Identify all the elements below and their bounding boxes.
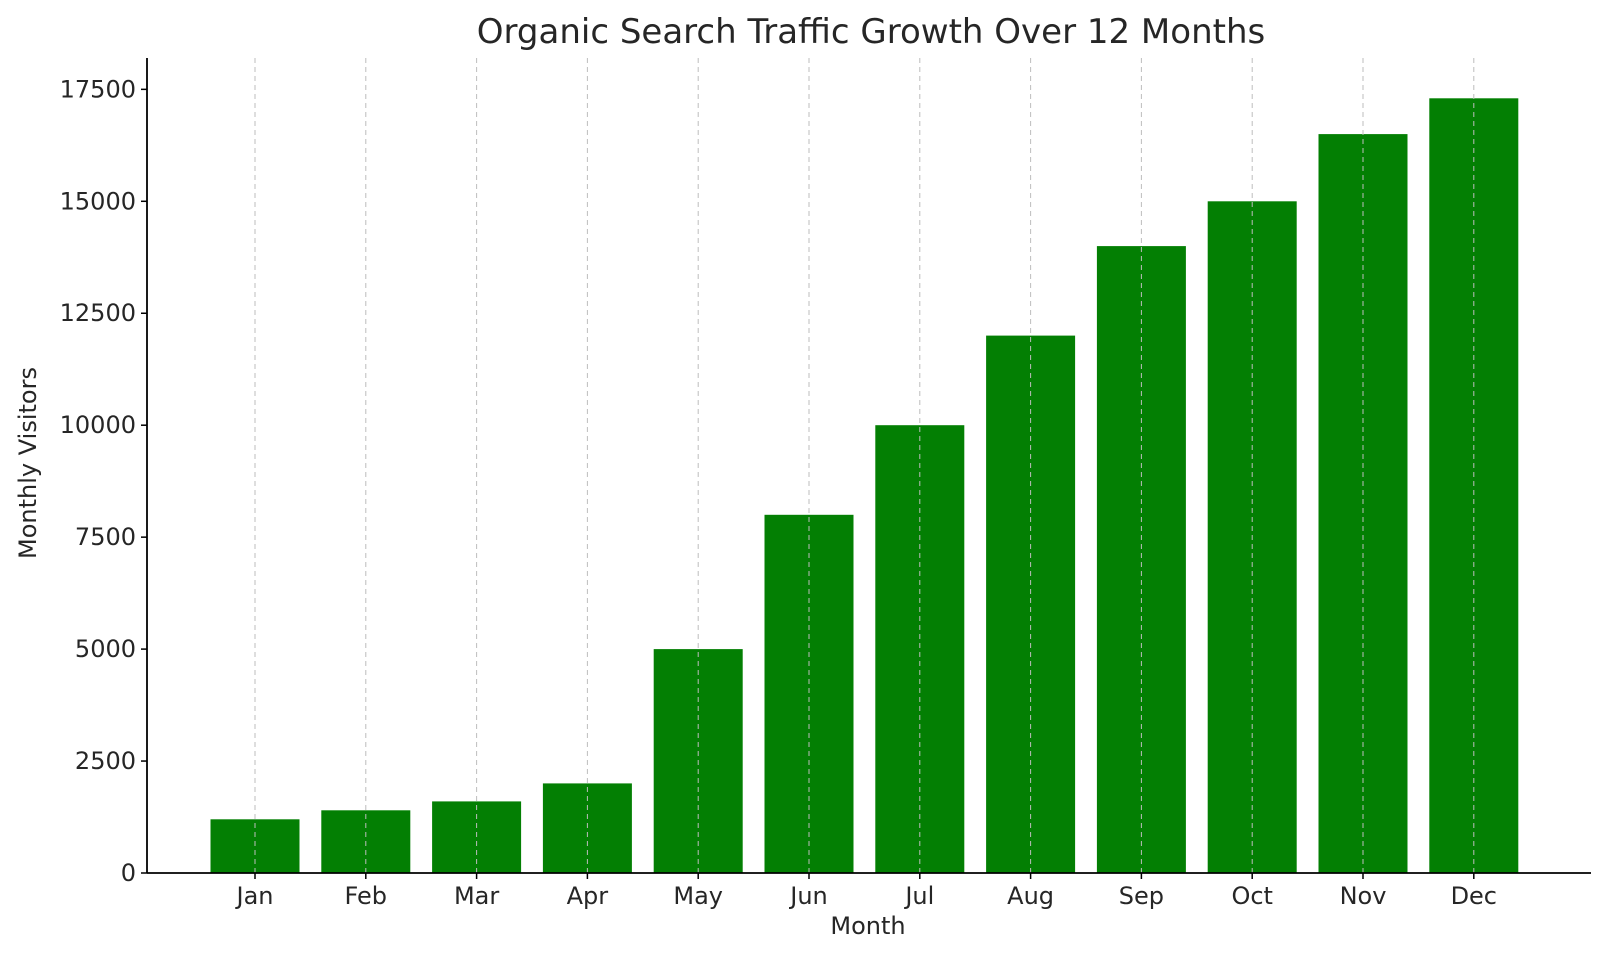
x-tick-label-feb: Feb	[345, 882, 388, 910]
bars	[210, 98, 1519, 874]
y-tick-label-12500: 12500	[60, 299, 136, 327]
y-tick-label-5000: 5000	[75, 635, 136, 663]
x-tick-label-jan: Jan	[235, 882, 274, 910]
x-tick-label-sep: Sep	[1119, 882, 1164, 910]
x-tick-label-may: May	[673, 882, 723, 910]
x-tick-label-jun: Jun	[788, 882, 828, 910]
bar-jan	[210, 819, 300, 873]
x-ticks: Jan Feb Mar Apr May Jun Jul Aug Sep Oct Nov Dec	[235, 873, 1497, 910]
y-tick-label-15000: 15000	[60, 187, 136, 215]
chart-title: Organic Search Traffic Growth Over 12 Mo…	[477, 12, 1265, 52]
y-tick-label-10000: 10000	[60, 411, 136, 439]
x-tick-label-dec: Dec	[1451, 882, 1497, 910]
y-tick-label-0: 0	[121, 859, 136, 887]
x-axis-label: Month	[830, 912, 905, 940]
bar-jun	[764, 514, 854, 873]
y-axis-label: Monthly Visitors	[14, 367, 42, 559]
y-tick-label-2500: 2500	[75, 747, 136, 775]
x-tick-label-oct: Oct	[1231, 882, 1273, 910]
y-ticks: 0 2500 5000 7500 10000 12500 15000 17500	[60, 75, 147, 887]
bar-aug	[986, 335, 1076, 874]
x-tick-label-jul: Jul	[903, 882, 934, 910]
x-tick-label-mar: Mar	[454, 882, 499, 910]
y-tick-label-7500: 7500	[75, 523, 136, 551]
x-tick-label-apr: Apr	[567, 882, 609, 910]
x-tick-label-aug: Aug	[1007, 882, 1054, 910]
x-tick-label-nov: Nov	[1340, 882, 1387, 910]
y-tick-label-17500: 17500	[60, 75, 136, 103]
grid-overlay	[254, 58, 1475, 873]
